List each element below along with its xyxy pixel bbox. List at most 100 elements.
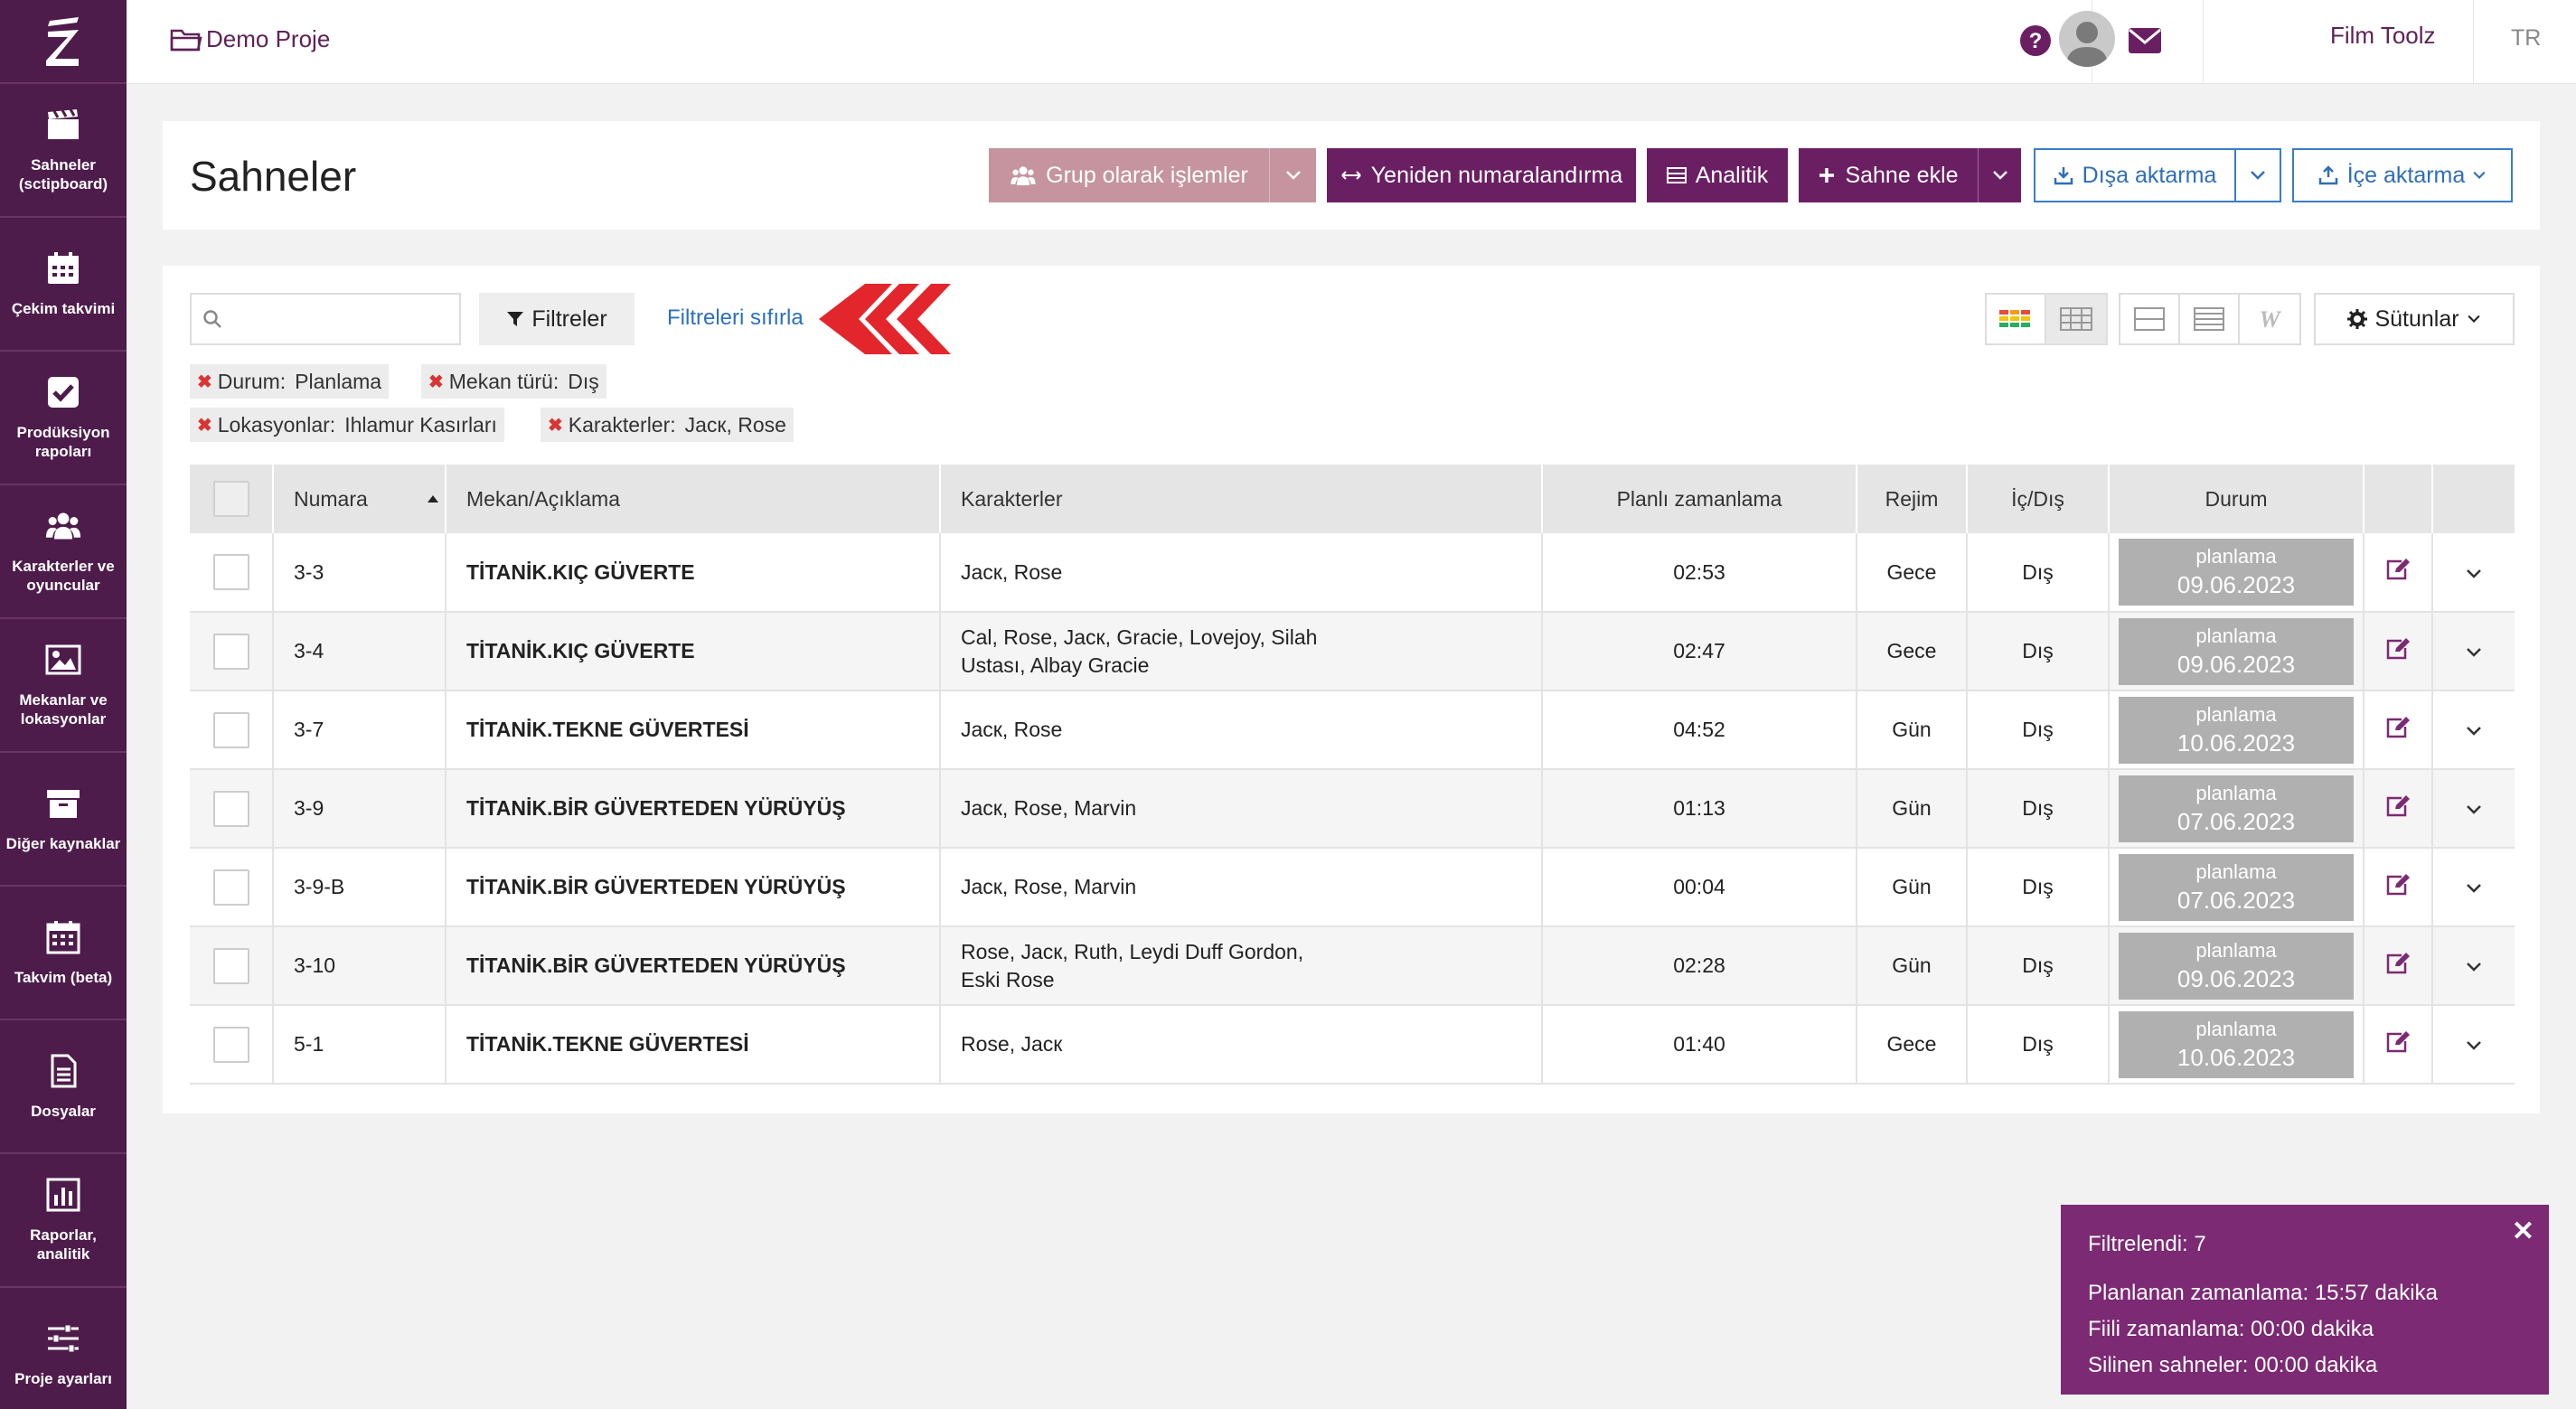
reset-filters-link[interactable]: Filtreleri sıfırla (667, 305, 804, 330)
nav-reports-analytics[interactable]: Raporlar, analitik (0, 1154, 127, 1288)
search-input[interactable] (190, 293, 461, 345)
density-toggle[interactable]: W (2119, 293, 2301, 345)
analytics-button[interactable]: Analitik (1647, 148, 1788, 202)
color-view-toggle[interactable] (1985, 293, 2108, 345)
project-link[interactable]: Demo Proje (170, 25, 330, 53)
bulk-actions-dropdown[interactable] (1269, 148, 1316, 202)
nav-files[interactable]: Dosyalar (0, 1020, 127, 1154)
edit-icon[interactable] (2385, 637, 2411, 665)
edit-icon[interactable] (2385, 952, 2411, 980)
arrows-horizontal-icon (1341, 171, 1361, 180)
scene-int-ext: Dış (1967, 533, 2110, 613)
filter-chip-location-type[interactable]: ✖ Mekan türü: Dış (421, 364, 606, 399)
filter-chip-locations[interactable]: ✖ Lokasyonlar: Ihlamur Kasırları (190, 408, 504, 442)
remove-chip-icon[interactable]: ✖ (197, 415, 212, 436)
scene-int-ext: Dış (1967, 769, 2110, 849)
filter-chip-status[interactable]: ✖ Durum: Planlama (190, 364, 390, 399)
filter-chip-characters[interactable]: ✖ Karakterler: Jacк, Rose (541, 408, 794, 442)
rows-compact-icon[interactable] (2180, 295, 2240, 343)
help-icon[interactable]: ? (2019, 24, 2052, 61)
grid-view-icon[interactable] (2046, 295, 2106, 343)
remove-chip-icon[interactable]: ✖ (548, 415, 563, 436)
row-checkbox[interactable] (212, 790, 249, 827)
status-badge[interactable]: planlama 09.06.2023 (2119, 617, 2354, 685)
edit-icon[interactable] (2385, 1030, 2411, 1058)
add-scene-dropdown[interactable] (1978, 148, 2021, 202)
table-row[interactable]: 3-9 TİTANİK.BİR GÜVERTEDEN YÜRÜYÜŞ Jacк, R… (190, 769, 2515, 849)
app-logo[interactable] (0, 0, 127, 84)
col-rejim[interactable]: Rejim (1857, 465, 1968, 533)
color-rows-icon[interactable] (1987, 295, 2046, 343)
col-status[interactable]: Durum (2109, 465, 2364, 533)
table-row[interactable]: 3-10 TİTANİK.BİR GÜVERTEDEN YÜRÜYÜŞ Rose, … (190, 926, 2515, 1006)
word-wrap-icon[interactable]: W (2240, 295, 2299, 343)
status-badge[interactable]: planlama 07.06.2023 (2119, 775, 2354, 842)
nav-label: Karakterler ve oyuncular (12, 558, 115, 594)
col-number[interactable]: Numara (273, 465, 447, 533)
chevron-down-icon[interactable] (2466, 639, 2482, 662)
scene-number: 3-4 (273, 612, 447, 691)
remove-chip-icon[interactable]: ✖ (197, 371, 212, 392)
rows-large-icon[interactable] (2120, 295, 2180, 343)
nav-other-resources[interactable]: Diğer kaynaklar (0, 753, 127, 887)
table-row[interactable]: 3-7 TİTANİK.TEKNE GÜVERTESİ Jacк, Rose 04:5… (190, 690, 2515, 770)
nav-calendar-beta[interactable]: Takvim (beta) (0, 887, 127, 1020)
row-checkbox[interactable] (212, 554, 249, 590)
mail-icon[interactable] (2128, 27, 2162, 59)
chevron-down-icon[interactable] (2466, 796, 2482, 820)
edit-icon[interactable] (2385, 873, 2411, 901)
status-badge[interactable]: planlama 09.06.2023 (2119, 539, 2354, 606)
table-row[interactable]: 3-4 TİTANİK.KIÇ GÜVERTE Cal, Rose, Jacк, G… (190, 612, 2515, 691)
export-dropdown[interactable] (2234, 148, 2281, 202)
nav-characters[interactable]: Karakterler ve oyuncular (0, 485, 127, 619)
scene-status-cell: planlama 09.06.2023 (2109, 926, 2364, 1006)
row-checkbox[interactable] (212, 869, 249, 906)
col-characters[interactable]: Karakterler (940, 465, 1543, 533)
col-planned[interactable]: Planlı zamanlama (1542, 465, 1857, 533)
row-checkbox[interactable] (212, 1026, 249, 1063)
chevron-down-icon[interactable] (2466, 560, 2482, 584)
select-all-checkbox[interactable] (212, 481, 249, 517)
language-switcher[interactable]: TR (2511, 25, 2542, 51)
table-row[interactable]: 3-9-B TİTANİK.BİR GÜVERTEDEN YÜRÜYÜŞ Jacк,… (190, 848, 2515, 927)
nav-scenes[interactable]: Sahneler (sctipboard) (0, 84, 127, 218)
nav-locations[interactable]: Mekanlar ve lokasyonlar (0, 619, 127, 753)
edit-icon[interactable] (2385, 794, 2411, 822)
filters-button[interactable]: Filtreler (479, 293, 635, 345)
status-badge[interactable]: planlama 10.06.2023 (2119, 696, 2354, 764)
edit-icon[interactable] (2385, 716, 2411, 744)
chevron-down-icon[interactable] (2466, 953, 2482, 977)
bulk-actions-button[interactable]: Grup olarak işlemler (989, 148, 1269, 202)
add-scene-button[interactable]: Sahne ekle (1799, 148, 1978, 202)
nav-shooting-schedule[interactable]: Çekim takvimi (0, 218, 127, 352)
close-icon[interactable]: ✕ (2511, 1216, 2534, 1246)
row-checkbox[interactable] (212, 633, 249, 670)
table-row[interactable]: 3-3 TİTANİK.KIÇ GÜVERTE Jacк, Rose 02:53 Gec… (190, 533, 2515, 613)
columns-button[interactable]: Sütunlar (2314, 293, 2515, 345)
renumber-button[interactable]: Yeniden numaralandırma (1327, 148, 1636, 202)
chevron-down-icon[interactable] (2466, 1032, 2482, 1056)
edit-cell (2364, 848, 2433, 927)
chevron-down-icon[interactable] (2466, 875, 2482, 898)
remove-chip-icon[interactable]: ✖ (428, 371, 444, 392)
import-button[interactable]: İçe aktarma (2292, 148, 2513, 202)
table-row[interactable]: 5-1 TİTANİK.TEKNE GÜVERTESİ Rose, Jacк 01:4… (190, 1005, 2515, 1085)
status-badge[interactable]: planlama 10.06.2023 (2119, 1010, 2354, 1078)
status-badge[interactable]: planlama 07.06.2023 (2119, 853, 2354, 921)
export-button[interactable]: Dışa aktarma (2034, 148, 2236, 202)
edit-icon[interactable] (2385, 559, 2411, 586)
characters-line-1: Jacк, Rose (961, 718, 1063, 741)
avatar[interactable] (2059, 11, 2115, 67)
row-checkbox[interactable] (212, 711, 249, 748)
chevron-down-icon[interactable] (2466, 718, 2482, 741)
nav-project-settings[interactable]: Proje ayarları (0, 1288, 127, 1409)
nav-production-reports[interactable]: Prodüksiyon rapoları (0, 352, 127, 485)
status-badge[interactable]: planlama 09.06.2023 (2119, 932, 2354, 1000)
col-int-ext[interactable]: İç/Dış (1967, 465, 2110, 533)
status-date: 09.06.2023 (2176, 571, 2296, 598)
row-checkbox[interactable] (212, 947, 249, 984)
col-location[interactable]: Mekan/Açıklama (446, 465, 941, 533)
scene-planned-time: 01:40 (1542, 1005, 1857, 1085)
user-name[interactable]: Film Toolz (2330, 22, 2436, 49)
scene-location: TİTANİK.TEKNE GÜVERTESİ (446, 690, 941, 770)
